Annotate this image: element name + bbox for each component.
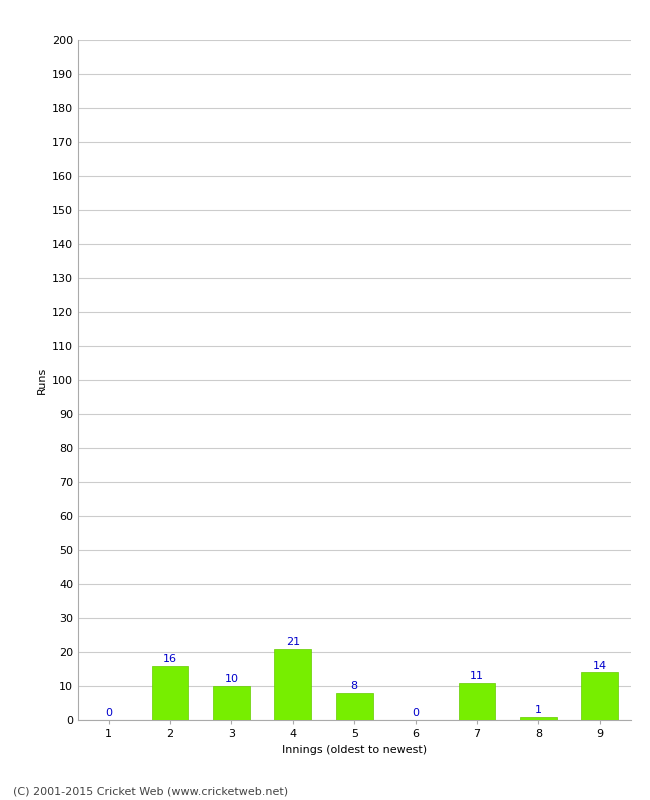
Text: 11: 11 [470, 671, 484, 681]
Text: 0: 0 [412, 708, 419, 718]
Text: (C) 2001-2015 Cricket Web (www.cricketweb.net): (C) 2001-2015 Cricket Web (www.cricketwe… [13, 786, 288, 796]
Text: 16: 16 [163, 654, 177, 664]
Bar [336, 693, 372, 720]
Text: 0: 0 [105, 708, 112, 718]
Text: 1: 1 [535, 705, 542, 715]
Bar [213, 686, 250, 720]
Text: 8: 8 [351, 681, 358, 691]
Text: 10: 10 [224, 674, 239, 684]
X-axis label: Innings (oldest to newest): Innings (oldest to newest) [281, 745, 427, 754]
Y-axis label: Runs: Runs [36, 366, 46, 394]
Bar [459, 682, 495, 720]
Bar [581, 672, 618, 720]
Text: 14: 14 [593, 661, 607, 670]
Bar [520, 717, 557, 720]
Bar [274, 649, 311, 720]
Bar [151, 666, 188, 720]
Text: 21: 21 [286, 637, 300, 647]
